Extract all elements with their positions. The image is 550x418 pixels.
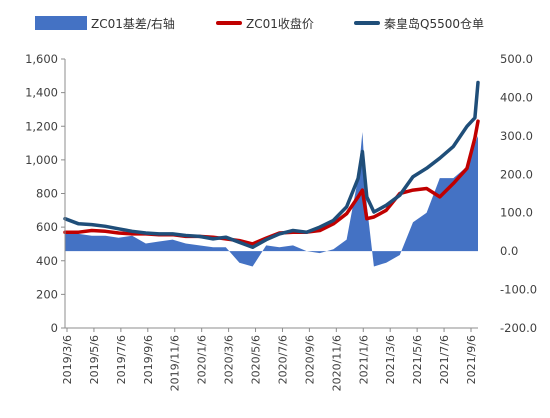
x-tick-label: 2020/7/6 [276,335,289,384]
plot-area: 0 200 400 600 800 1,000 1,200 1,400 1,600 -200.0 -… [25,52,537,391]
y-left-tick-label: 1,400 [25,86,58,100]
legend-label-basis: ZC01基差/右轴 [91,16,175,31]
x-tick-label: 2020/11/6 [330,335,343,391]
y-left-tick-label: 1,000 [25,153,58,167]
y-right-tick-label: 300.0 [500,129,533,143]
x-tick-label: 2019/11/6 [169,335,182,391]
x-tick-label: 2019/5/6 [88,335,101,384]
series-area-basis [65,132,478,267]
x-tick-label: 2020/3/6 [223,335,236,384]
legend-label-close: ZC01收盘价 [246,16,314,31]
y-left-tick-label: 1,600 [25,52,58,66]
x-tick-label: 2020/1/6 [196,335,209,384]
y-right-tick-label: -200.0 [500,321,537,335]
y-left-tick-label: 600 [36,220,58,234]
y-right-tick-label: 500.0 [500,52,533,66]
x-tick-label: 2021/5/6 [411,335,424,384]
y-right-tick-label: 100.0 [500,206,533,220]
series-line-warrant [63,80,480,250]
legend: ZC01基差/右轴 ZC01收盘价 秦皇岛Q5500仓单 [35,16,484,31]
legend-swatch-basis [35,16,87,30]
y-right-tick-label: 0.0 [500,244,518,258]
x-tick-label: 2020/9/6 [303,335,316,384]
x-tick-label: 2021/1/6 [357,335,370,384]
x-tick-label: 2021/3/6 [384,335,397,384]
y-left-tick-label: 1,200 [25,119,58,133]
y-right-tick-label: -100.0 [500,283,537,297]
y-left-tick-label: 200 [36,287,58,301]
y-left-tick-label: 0 [51,321,58,335]
legend-label-warrant: 秦皇岛Q5500仓单 [384,16,484,31]
y-left-tick-label: 800 [36,187,58,201]
x-tick-label: 2019/9/6 [142,335,155,384]
y-right-tick-label: 200.0 [500,167,533,181]
x-tick-label: 2019/3/6 [61,335,74,384]
y-right-tick-label: 400.0 [500,90,533,104]
x-tick-label: 2019/7/6 [115,335,128,384]
y-left-tick-label: 400 [36,254,58,268]
x-tick-label: 2021/7/6 [438,335,451,384]
x-tick-label: 2020/5/6 [250,335,263,384]
x-tick-label: 2021/9/6 [465,335,478,384]
